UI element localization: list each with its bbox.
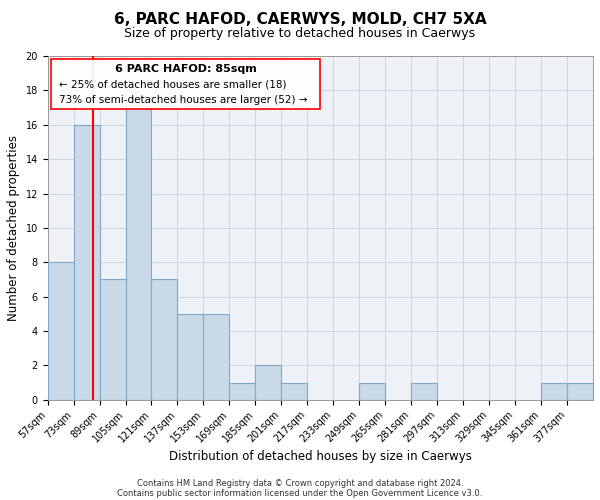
Bar <box>567 382 593 400</box>
Text: 6, PARC HAFOD, CAERWYS, MOLD, CH7 5XA: 6, PARC HAFOD, CAERWYS, MOLD, CH7 5XA <box>113 12 487 28</box>
Bar <box>178 314 203 400</box>
Bar <box>281 382 307 400</box>
Y-axis label: Number of detached properties: Number of detached properties <box>7 135 20 321</box>
Bar <box>359 382 385 400</box>
X-axis label: Distribution of detached houses by size in Caerwys: Distribution of detached houses by size … <box>169 450 472 463</box>
Text: ← 25% of detached houses are smaller (18): ← 25% of detached houses are smaller (18… <box>59 80 286 90</box>
Text: Size of property relative to detached houses in Caerwys: Size of property relative to detached ho… <box>124 28 476 40</box>
Text: 6 PARC HAFOD: 85sqm: 6 PARC HAFOD: 85sqm <box>115 64 256 74</box>
Bar <box>47 262 74 400</box>
Bar <box>74 124 100 400</box>
Bar <box>541 382 567 400</box>
Bar <box>151 280 178 400</box>
FancyBboxPatch shape <box>51 58 320 110</box>
Bar <box>125 108 151 400</box>
Bar <box>256 366 281 400</box>
Text: Contains HM Land Registry data © Crown copyright and database right 2024.: Contains HM Land Registry data © Crown c… <box>137 478 463 488</box>
Bar <box>100 280 125 400</box>
Bar <box>203 314 229 400</box>
Text: Contains public sector information licensed under the Open Government Licence v3: Contains public sector information licen… <box>118 488 482 498</box>
Text: 73% of semi-detached houses are larger (52) →: 73% of semi-detached houses are larger (… <box>59 95 307 105</box>
Bar <box>229 382 256 400</box>
Bar <box>411 382 437 400</box>
